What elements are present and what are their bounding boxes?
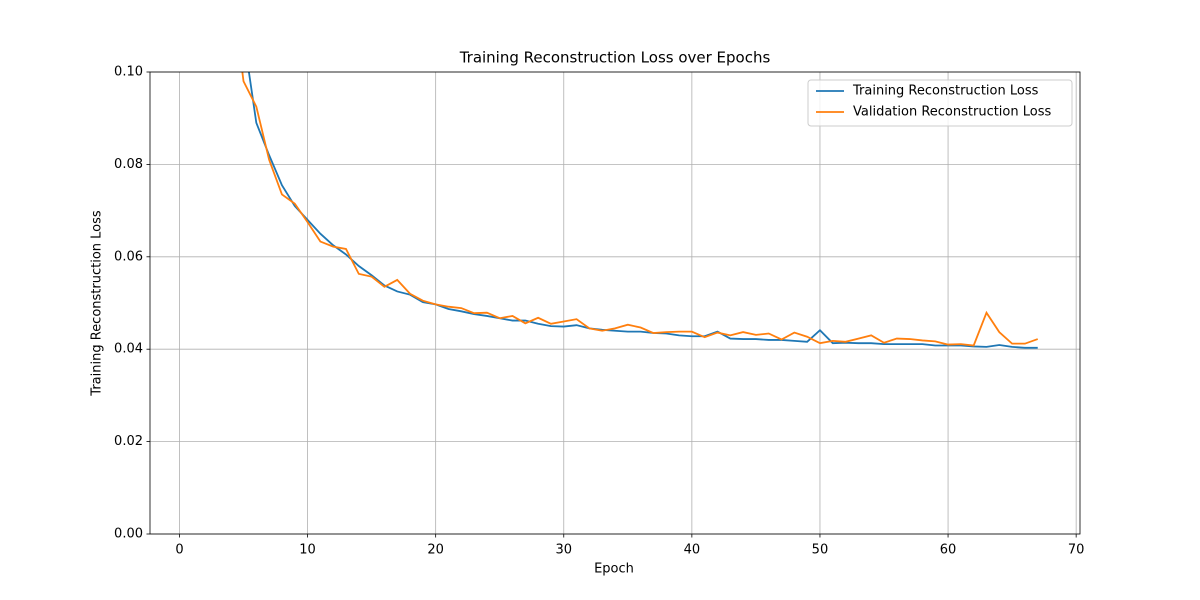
y-tick-label: 0.04 xyxy=(114,342,143,357)
y-tick-label: 0.00 xyxy=(114,527,143,542)
plot-lines xyxy=(241,72,1039,349)
legend-label: Training Reconstruction Loss xyxy=(852,84,1039,99)
chart-title: Training Reconstruction Loss over Epochs xyxy=(459,49,771,67)
y-axis-label: Training Reconstruction Loss xyxy=(90,210,105,397)
x-tick-label: 20 xyxy=(427,543,444,558)
series-line xyxy=(241,72,1039,347)
x-tick-label: 70 xyxy=(1068,543,1085,558)
series-line xyxy=(247,72,1038,349)
plot-frame xyxy=(149,71,1081,535)
x-tick-label: 40 xyxy=(684,543,701,558)
legend-box xyxy=(807,79,1073,127)
x-tick-label: 30 xyxy=(555,543,572,558)
y-tick-label: 0.10 xyxy=(114,65,143,80)
y-tick-label: 0.08 xyxy=(114,157,143,172)
x-axis-label: Epoch xyxy=(594,562,634,577)
x-tick-label: 0 xyxy=(175,543,183,558)
x-tick-label: 60 xyxy=(940,543,957,558)
y-tick-label: 0.02 xyxy=(114,434,143,449)
y-tick-label: 0.06 xyxy=(114,249,143,264)
x-tick-label: 10 xyxy=(299,543,316,558)
x-tick-label: 50 xyxy=(812,543,829,558)
legend-label: Validation Reconstruction Loss xyxy=(853,105,1051,120)
